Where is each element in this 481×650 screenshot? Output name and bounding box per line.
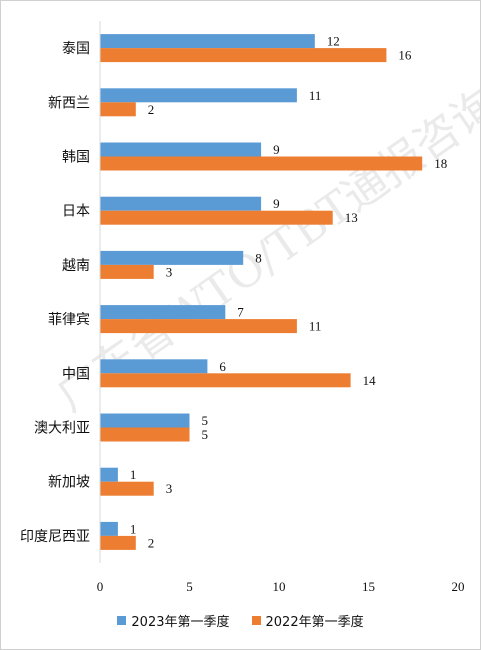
value-label-series-1: 8 xyxy=(255,250,262,265)
legend-swatch-series-1 xyxy=(117,616,127,625)
value-label-series-1: 12 xyxy=(327,34,340,49)
value-label-series-1: 5 xyxy=(202,413,209,428)
bar-series-1 xyxy=(100,305,226,320)
value-label-series-2: 3 xyxy=(166,481,173,496)
category-label: 菲律宾 xyxy=(48,312,90,328)
value-label-series-1: 1 xyxy=(130,467,137,482)
bar-series-1 xyxy=(100,359,208,374)
bar-series-2 xyxy=(100,481,154,496)
category-label: 日本 xyxy=(62,204,90,220)
value-label-series-2: 5 xyxy=(202,427,209,442)
bar-series-2 xyxy=(100,48,387,63)
value-label-series-2: 3 xyxy=(166,264,173,279)
legend-label-series-2: 2022年第一季度 xyxy=(265,615,364,630)
legend-swatch-series-2 xyxy=(251,616,261,625)
bar-series-2 xyxy=(100,319,297,334)
value-label-series-1: 6 xyxy=(219,359,226,374)
x-tick-label: 20 xyxy=(452,579,465,594)
bar-series-2 xyxy=(100,102,136,117)
value-label-series-2: 18 xyxy=(434,156,447,171)
value-label-series-2: 2 xyxy=(148,535,155,550)
bar-series-2 xyxy=(100,156,423,171)
bar-series-1 xyxy=(100,467,118,482)
bar-series-2 xyxy=(100,264,154,279)
value-label-series-1: 9 xyxy=(273,196,280,211)
category-label: 印度尼西亚 xyxy=(20,529,90,545)
category-label: 澳大利亚 xyxy=(34,421,90,437)
bar-series-1 xyxy=(100,521,118,536)
x-tick-label: 15 xyxy=(362,579,375,594)
bar-series-1 xyxy=(100,34,315,49)
value-label-series-2: 13 xyxy=(345,210,358,225)
value-label-series-2: 14 xyxy=(363,373,377,388)
bar-series-1 xyxy=(100,196,262,211)
x-tick-label: 0 xyxy=(97,579,104,594)
legend: 2023年第一季度 2022年第一季度 xyxy=(1,611,480,630)
bar-series-2 xyxy=(100,373,351,388)
value-label-series-2: 2 xyxy=(148,102,155,117)
bars-group xyxy=(100,34,423,550)
value-label-series-1: 1 xyxy=(130,521,137,536)
bar-series-2 xyxy=(100,535,136,550)
bar-series-1 xyxy=(100,250,244,265)
category-label: 新加坡 xyxy=(48,475,90,491)
value-label-series-2: 16 xyxy=(398,48,412,63)
category-label: 韩国 xyxy=(62,150,90,166)
bar-series-1 xyxy=(100,88,297,103)
category-label: 越南 xyxy=(62,258,90,274)
legend-label-series-1: 2023年第一季度 xyxy=(131,615,230,630)
x-tick-label: 10 xyxy=(273,579,286,594)
legend-item-series-1: 2023年第一季度 xyxy=(117,611,230,630)
bar-series-1 xyxy=(100,413,190,428)
value-label-series-1: 9 xyxy=(273,142,280,157)
category-label: 泰国 xyxy=(62,41,90,57)
bar-series-2 xyxy=(100,210,333,225)
value-label-series-2: 11 xyxy=(309,319,322,334)
value-label-series-1: 11 xyxy=(309,88,322,103)
bar-series-2 xyxy=(100,427,190,442)
value-label-series-1: 7 xyxy=(237,305,244,320)
category-label: 中国 xyxy=(62,366,90,382)
bar-series-1 xyxy=(100,142,262,157)
category-label: 新西兰 xyxy=(48,95,90,111)
x-tick-label: 5 xyxy=(186,579,193,594)
legend-item-series-2: 2022年第一季度 xyxy=(251,611,364,630)
